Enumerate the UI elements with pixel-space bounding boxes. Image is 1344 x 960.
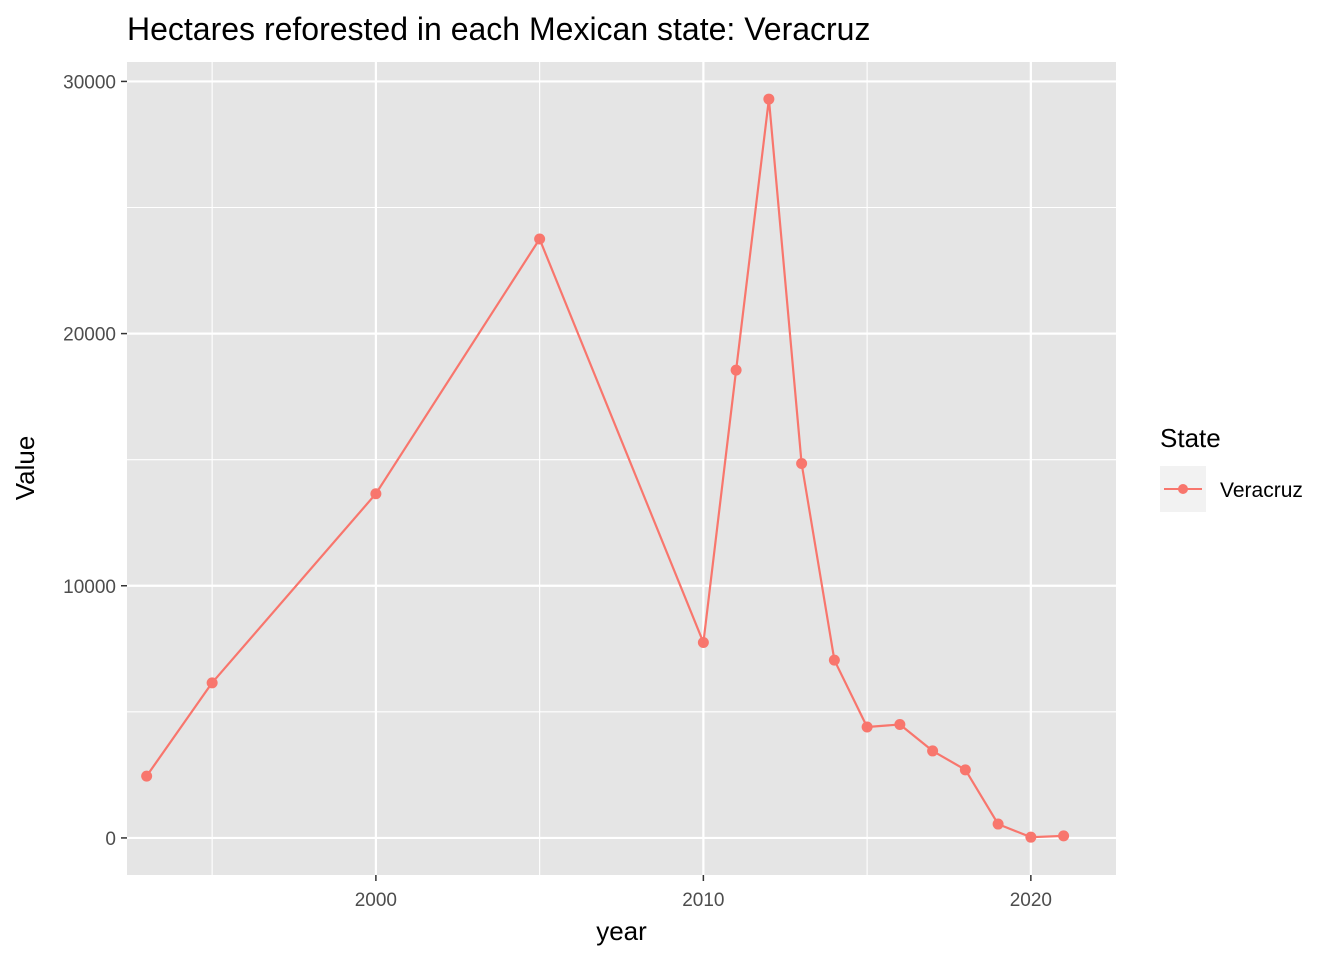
data-point (1025, 831, 1037, 843)
y-axis-title: Value (10, 436, 40, 501)
data-point (828, 654, 840, 666)
y-tick-label: 0 (105, 829, 116, 850)
data-point (992, 818, 1004, 830)
x-axis: 2000 2010 2020 (355, 875, 1052, 911)
data-point (894, 718, 906, 730)
legend-label-veracruz: Veracruz (1220, 479, 1303, 502)
y-tick-label: 20000 (63, 325, 116, 346)
x-tick-label: 2000 (355, 890, 397, 911)
x-tick-label: 2020 (1010, 890, 1052, 911)
chart-title: Hectares reforested in each Mexican stat… (127, 11, 870, 47)
series-line-veracruz (145, 97, 1064, 839)
data-point (206, 677, 218, 689)
data-point (730, 364, 742, 376)
minor-gridlines (127, 62, 1116, 875)
legend: State Veracruz (1160, 423, 1303, 512)
plot-panel (127, 62, 1116, 875)
y-tick-label: 10000 (63, 577, 116, 598)
data-point (141, 770, 153, 782)
series-layer (141, 93, 1070, 843)
data-point (370, 488, 382, 500)
x-axis-title: year (596, 916, 647, 946)
x-tick-label: 2010 (682, 890, 724, 911)
data-point (763, 93, 775, 105)
data-point (534, 233, 546, 245)
legend-title: State (1160, 423, 1221, 453)
data-point (697, 636, 709, 648)
data-point (861, 721, 873, 733)
data-point (1058, 830, 1070, 842)
y-axis: 0 10000 20000 30000 (63, 72, 127, 850)
y-tick-label: 30000 (63, 72, 116, 93)
data-point (959, 764, 971, 776)
major-gridlines (127, 62, 1116, 875)
data-point (796, 457, 808, 469)
data-point (927, 745, 939, 757)
legend-key-marker (1178, 484, 1188, 494)
